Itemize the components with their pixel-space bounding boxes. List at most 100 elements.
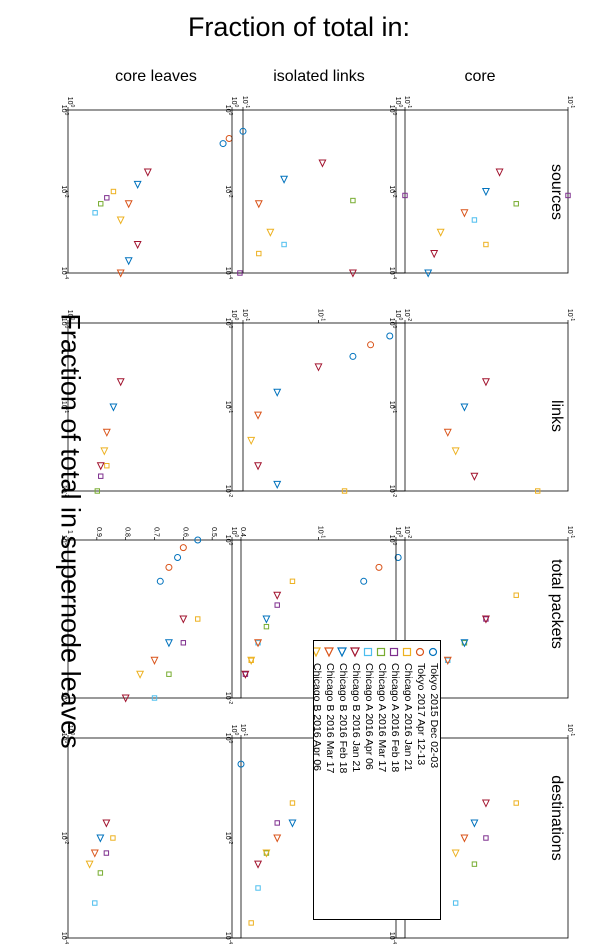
x-tick-exponent: -4 [391,940,397,944]
x-tick-label: 10-1 [60,401,69,413]
x-tick-label: 10-4 [60,267,69,279]
point-circle [219,140,227,148]
x-tick-label: 10-2 [224,832,233,844]
legend-item: Chicago B 2016 Jan 21 [349,641,362,914]
point-triangle [102,428,111,437]
x-tick-label: 10-1 [388,401,397,413]
point-circle [349,352,357,360]
point-square [255,885,261,891]
point-triangle [262,615,271,624]
point-triangle [451,849,460,858]
point-square [104,195,110,201]
point-square [274,820,280,826]
point-circle [239,127,247,135]
x-tick-exponent: 0 [63,326,69,329]
point-triangle [314,363,323,372]
y-tick-exponent: 0 [233,105,239,108]
point-triangle [100,447,109,456]
y-tick-label: 10-1 [566,309,575,321]
y-tick-label: 100 [230,310,239,321]
x-tick-exponent: -4 [63,940,69,944]
panel-frame [67,539,242,699]
point-circle [386,332,394,340]
point-circle [237,760,245,768]
x-tick-exponent: 0 [63,113,69,116]
y-tick-label: 10-1 [241,309,250,321]
y-tick-label: 10-1 [317,526,326,538]
point-triangle [318,159,327,168]
y-tick-exponent: -1 [320,317,326,322]
point-triangle [348,269,357,278]
legend-label: Tokyo 2015 Dec 02-03 [428,663,440,769]
legend-marker-triangle [337,647,348,658]
legend-marker-shape [324,647,335,658]
x-tick-exponent: 0 [227,741,233,744]
x-tick-exponent: 0 [391,326,397,329]
point-square [289,800,296,806]
point-circle [156,577,164,585]
point-triangle [460,403,469,412]
point-square [98,473,104,479]
point-square [535,488,541,494]
legend-marker-triangle [324,647,335,658]
legend: Tokyo 2015 Dec 02-03 Tokyo 2017 Apr 12-13… [313,640,441,920]
x-tick-label: 100 [388,535,397,546]
point-square [94,488,101,494]
legend-label: Chicago A 2016 Feb 18 [389,663,401,773]
point-square [513,800,519,806]
point-triangle [262,849,271,858]
point-square [98,201,104,207]
x-tick-label: 10-1 [224,401,233,413]
point-triangle [247,656,256,665]
legend-item: Chicago A 2016 Feb 18 [388,641,401,914]
column-title-core-leaves: core leaves [115,68,197,85]
y-tick-label: 0.9 [95,527,102,537]
x-tick-label: 100 [60,318,69,329]
y-tick-label: 10-1 [317,309,326,321]
point-triangle [460,834,469,843]
x-tick-label: 10-2 [388,185,397,197]
point-triangle [116,378,125,387]
panel-core-links: 100 10-1 10-2 10-1 100 [388,309,575,497]
x-tick-exponent: -2 [63,840,69,845]
x-tick-exponent: -2 [227,493,233,498]
point-triangle [109,403,118,412]
point-triangle [85,860,94,869]
panel-frame [395,109,569,274]
panel-frame [67,109,244,274]
x-tick-label: 100 [388,105,397,116]
legend-label: Tokyo 2017 Apr 12-13 [415,663,427,766]
legend-label: Chicago A 2016 Apr 06 [363,663,375,770]
point-square [289,578,296,585]
point-triangle [254,639,263,648]
x-tick-exponent: 0 [63,741,69,744]
x-tick-exponent: -4 [227,275,233,280]
point-square [195,616,201,622]
x-tick-exponent: 0 [227,113,233,116]
y-tick-label: 10-1 [241,96,250,108]
legend-marker-shape [350,647,361,658]
point-square [180,640,187,646]
panel-frame [231,109,406,274]
point-triangle [481,188,490,197]
x-tick-exponent: -1 [63,409,69,414]
legend-content: Tokyo 2015 Dec 02-03 Tokyo 2017 Apr 12-13… [314,641,440,914]
legend-marker-circle [416,647,425,657]
point-square [281,241,287,248]
point-triangle [280,175,289,184]
point-square [92,210,98,216]
point-square [110,188,117,195]
y-tick-exponent: 0 [397,105,403,108]
point-circle [394,554,402,562]
x-tick-exponent: -2 [63,493,69,498]
y-tick-exponent: 0 [233,318,239,321]
point-triangle [470,819,479,828]
point-triangle [288,819,297,828]
point-triangle [273,834,282,843]
y-tick-label: 0.5 [210,527,217,537]
y-tick-label: 0.6 [181,527,188,537]
